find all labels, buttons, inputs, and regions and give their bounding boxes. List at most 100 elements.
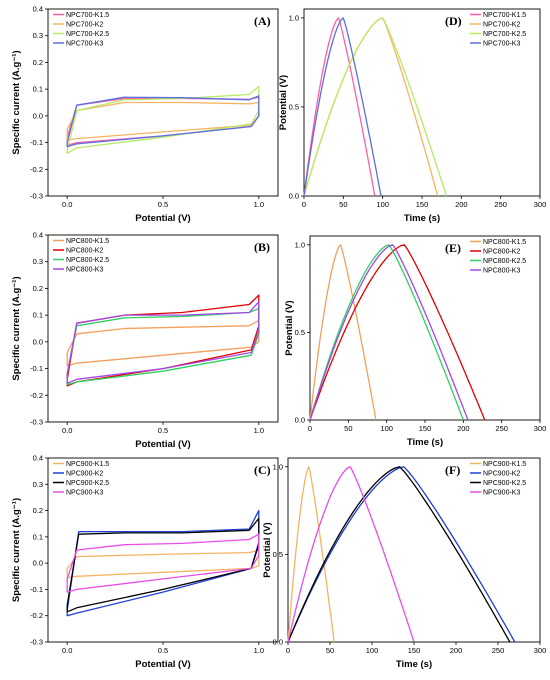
y-tick-label: 0.4: [33, 5, 43, 14]
x-tick-label: 200: [455, 200, 468, 209]
series-line-1: [66, 96, 260, 146]
series-line-4: [66, 301, 260, 384]
x-tick-label: 100: [366, 646, 379, 655]
y-tick-label: 0.2: [33, 284, 43, 293]
series-line-4: [303, 17, 382, 197]
x-tick-label: 100: [380, 424, 393, 433]
x-tick-label: 0.0: [62, 200, 72, 209]
y-tick-label: 0.0: [289, 192, 299, 201]
x-axis-title: Potential (V): [135, 659, 190, 670]
y-tick-label: 0.3: [33, 257, 43, 266]
x-tick-label: 0: [286, 646, 290, 655]
y-tick-label: -0.1: [30, 138, 43, 147]
panel-label: (A): [254, 14, 271, 28]
chart-panel-e: 0 50 100 150 200 250 300 0.0 0.5 1.0 Time (s) Poten…: [284, 235, 547, 448]
series-line-2: [66, 101, 260, 141]
x-tick-label: 50: [326, 646, 334, 655]
legend-entry: NPC700-K1.5: [483, 12, 526, 19]
y-axis-title: Potential (V): [278, 75, 289, 130]
legend-entry: NPC800-K2.5: [66, 257, 109, 264]
y-tick-label: -0.2: [30, 611, 43, 620]
y-tick-label: 0.0: [33, 111, 43, 120]
series-line-3: [66, 85, 260, 154]
legend-entry: NPC800-K3: [483, 268, 520, 275]
chart-panel-b: 0.0 0.5 1.0 -0.3 -0.2 -0.1 0.0 0.1 0.2 0.3 0.4 Pote…: [11, 231, 279, 450]
y-tick-label: 0.5: [273, 550, 283, 559]
panel-label: (E): [445, 241, 461, 255]
x-axis-title: Time (s): [404, 213, 440, 224]
series-line-4: [287, 466, 415, 643]
x-tick-label: 0.5: [158, 200, 168, 209]
series-line-1: [303, 17, 376, 197]
y-tick-label: 0.2: [33, 506, 43, 515]
legend-entry: NPC800-K2: [66, 248, 103, 255]
x-tick-label: 150: [416, 200, 429, 209]
legend-entry: NPC900-K2: [66, 471, 103, 478]
series-line-3: [287, 466, 511, 643]
y-axis-title: Specific current (A.g⁻¹): [11, 276, 22, 380]
x-tick-label: 50: [339, 200, 347, 209]
series-line-1: [287, 466, 335, 643]
panel-label: (C): [254, 463, 271, 477]
y-tick-label: 0.1: [33, 85, 43, 94]
x-tick-label: 0: [308, 424, 312, 433]
chart-panel-f: 0 50 100 150 200 250 300 0.0 0.5 1.0 Time (s) Poten…: [262, 457, 547, 670]
x-tick-label: 0.0: [62, 426, 72, 435]
x-tick-label: 0: [302, 200, 306, 209]
y-tick-label: 0.5: [295, 328, 305, 337]
y-tick-label: 0.0: [295, 416, 305, 425]
chart-panel-a: 0.0 0.5 1.0 -0.3 -0.2 -0.1 0.0 0.1 0.2 0.3 0.4 Pote…: [11, 5, 279, 224]
x-tick-label: 300: [534, 200, 547, 209]
legend-entry: NPC900-K2.5: [483, 480, 526, 487]
legend-entry: NPC900-K2.5: [66, 480, 109, 487]
panel-label: (B): [254, 240, 270, 254]
y-axis-title: Specific current (A.g⁻¹): [11, 498, 22, 602]
legend-entry: NPC800-K2.5: [483, 258, 526, 265]
x-tick-label: 250: [494, 200, 507, 209]
series-line-2: [66, 294, 260, 387]
legend-entry: NPC800-K2: [483, 249, 520, 256]
y-tick-label: 0.1: [33, 311, 43, 320]
series-line-3: [66, 517, 260, 613]
legend-entry: NPC900-K1.5: [483, 461, 526, 468]
y-tick-label: 0.4: [33, 454, 43, 463]
x-tick-label: 150: [408, 646, 421, 655]
legend-entry: NPC800-K1.5: [66, 238, 109, 245]
x-tick-label: 300: [534, 424, 547, 433]
y-tick-label: -0.2: [30, 391, 43, 400]
chart-panel-c: 0.0 0.5 1.0 -0.3 -0.2 -0.1 0.0 0.1 0.2 0.3 0.4 Pote…: [11, 454, 279, 670]
legend-entry: NPC800-K1.5: [483, 239, 526, 246]
legend-entry: NPC700-K1.5: [66, 12, 109, 19]
legend-entry: NPC700-K3: [66, 41, 103, 48]
legend-entry: NPC900-K3: [66, 490, 103, 497]
y-tick-label: -0.2: [30, 165, 43, 174]
legend-entry: NPC700-K2.5: [66, 31, 109, 38]
legend-entry: NPC900-K2: [483, 471, 520, 478]
legend-entry: NPC700-K2.5: [483, 31, 526, 38]
y-tick-label: 1.0: [289, 13, 299, 22]
x-tick-label: 50: [344, 424, 352, 433]
x-tick-label: 0.0: [62, 646, 72, 655]
series-line-4: [66, 95, 260, 148]
y-tick-label: 0.0: [33, 337, 43, 346]
x-axis-title: Potential (V): [135, 439, 190, 450]
y-tick-label: -0.1: [30, 364, 43, 373]
y-axis-title: Specific current (A.g⁻¹): [11, 50, 22, 154]
x-tick-label: 250: [495, 424, 508, 433]
y-axis-title: Potential (V): [284, 300, 295, 355]
series-line-2: [287, 466, 516, 643]
y-tick-label: -0.3: [30, 638, 43, 647]
x-tick-label: 1.0: [254, 200, 264, 209]
y-tick-label: 0.5: [289, 102, 299, 111]
y-tick-label: 0.4: [33, 231, 43, 240]
y-tick-label: 1.0: [295, 240, 305, 249]
y-axis-title: Potential (V): [262, 522, 273, 577]
y-tick-label: -0.3: [30, 418, 43, 427]
series-line-4: [66, 533, 260, 593]
series-line-1: [309, 244, 377, 421]
y-tick-label: 0.0: [33, 559, 43, 568]
x-axis-title: Potential (V): [135, 213, 190, 224]
x-tick-label: 300: [534, 646, 547, 655]
x-axis-title: Time (s): [407, 437, 443, 448]
